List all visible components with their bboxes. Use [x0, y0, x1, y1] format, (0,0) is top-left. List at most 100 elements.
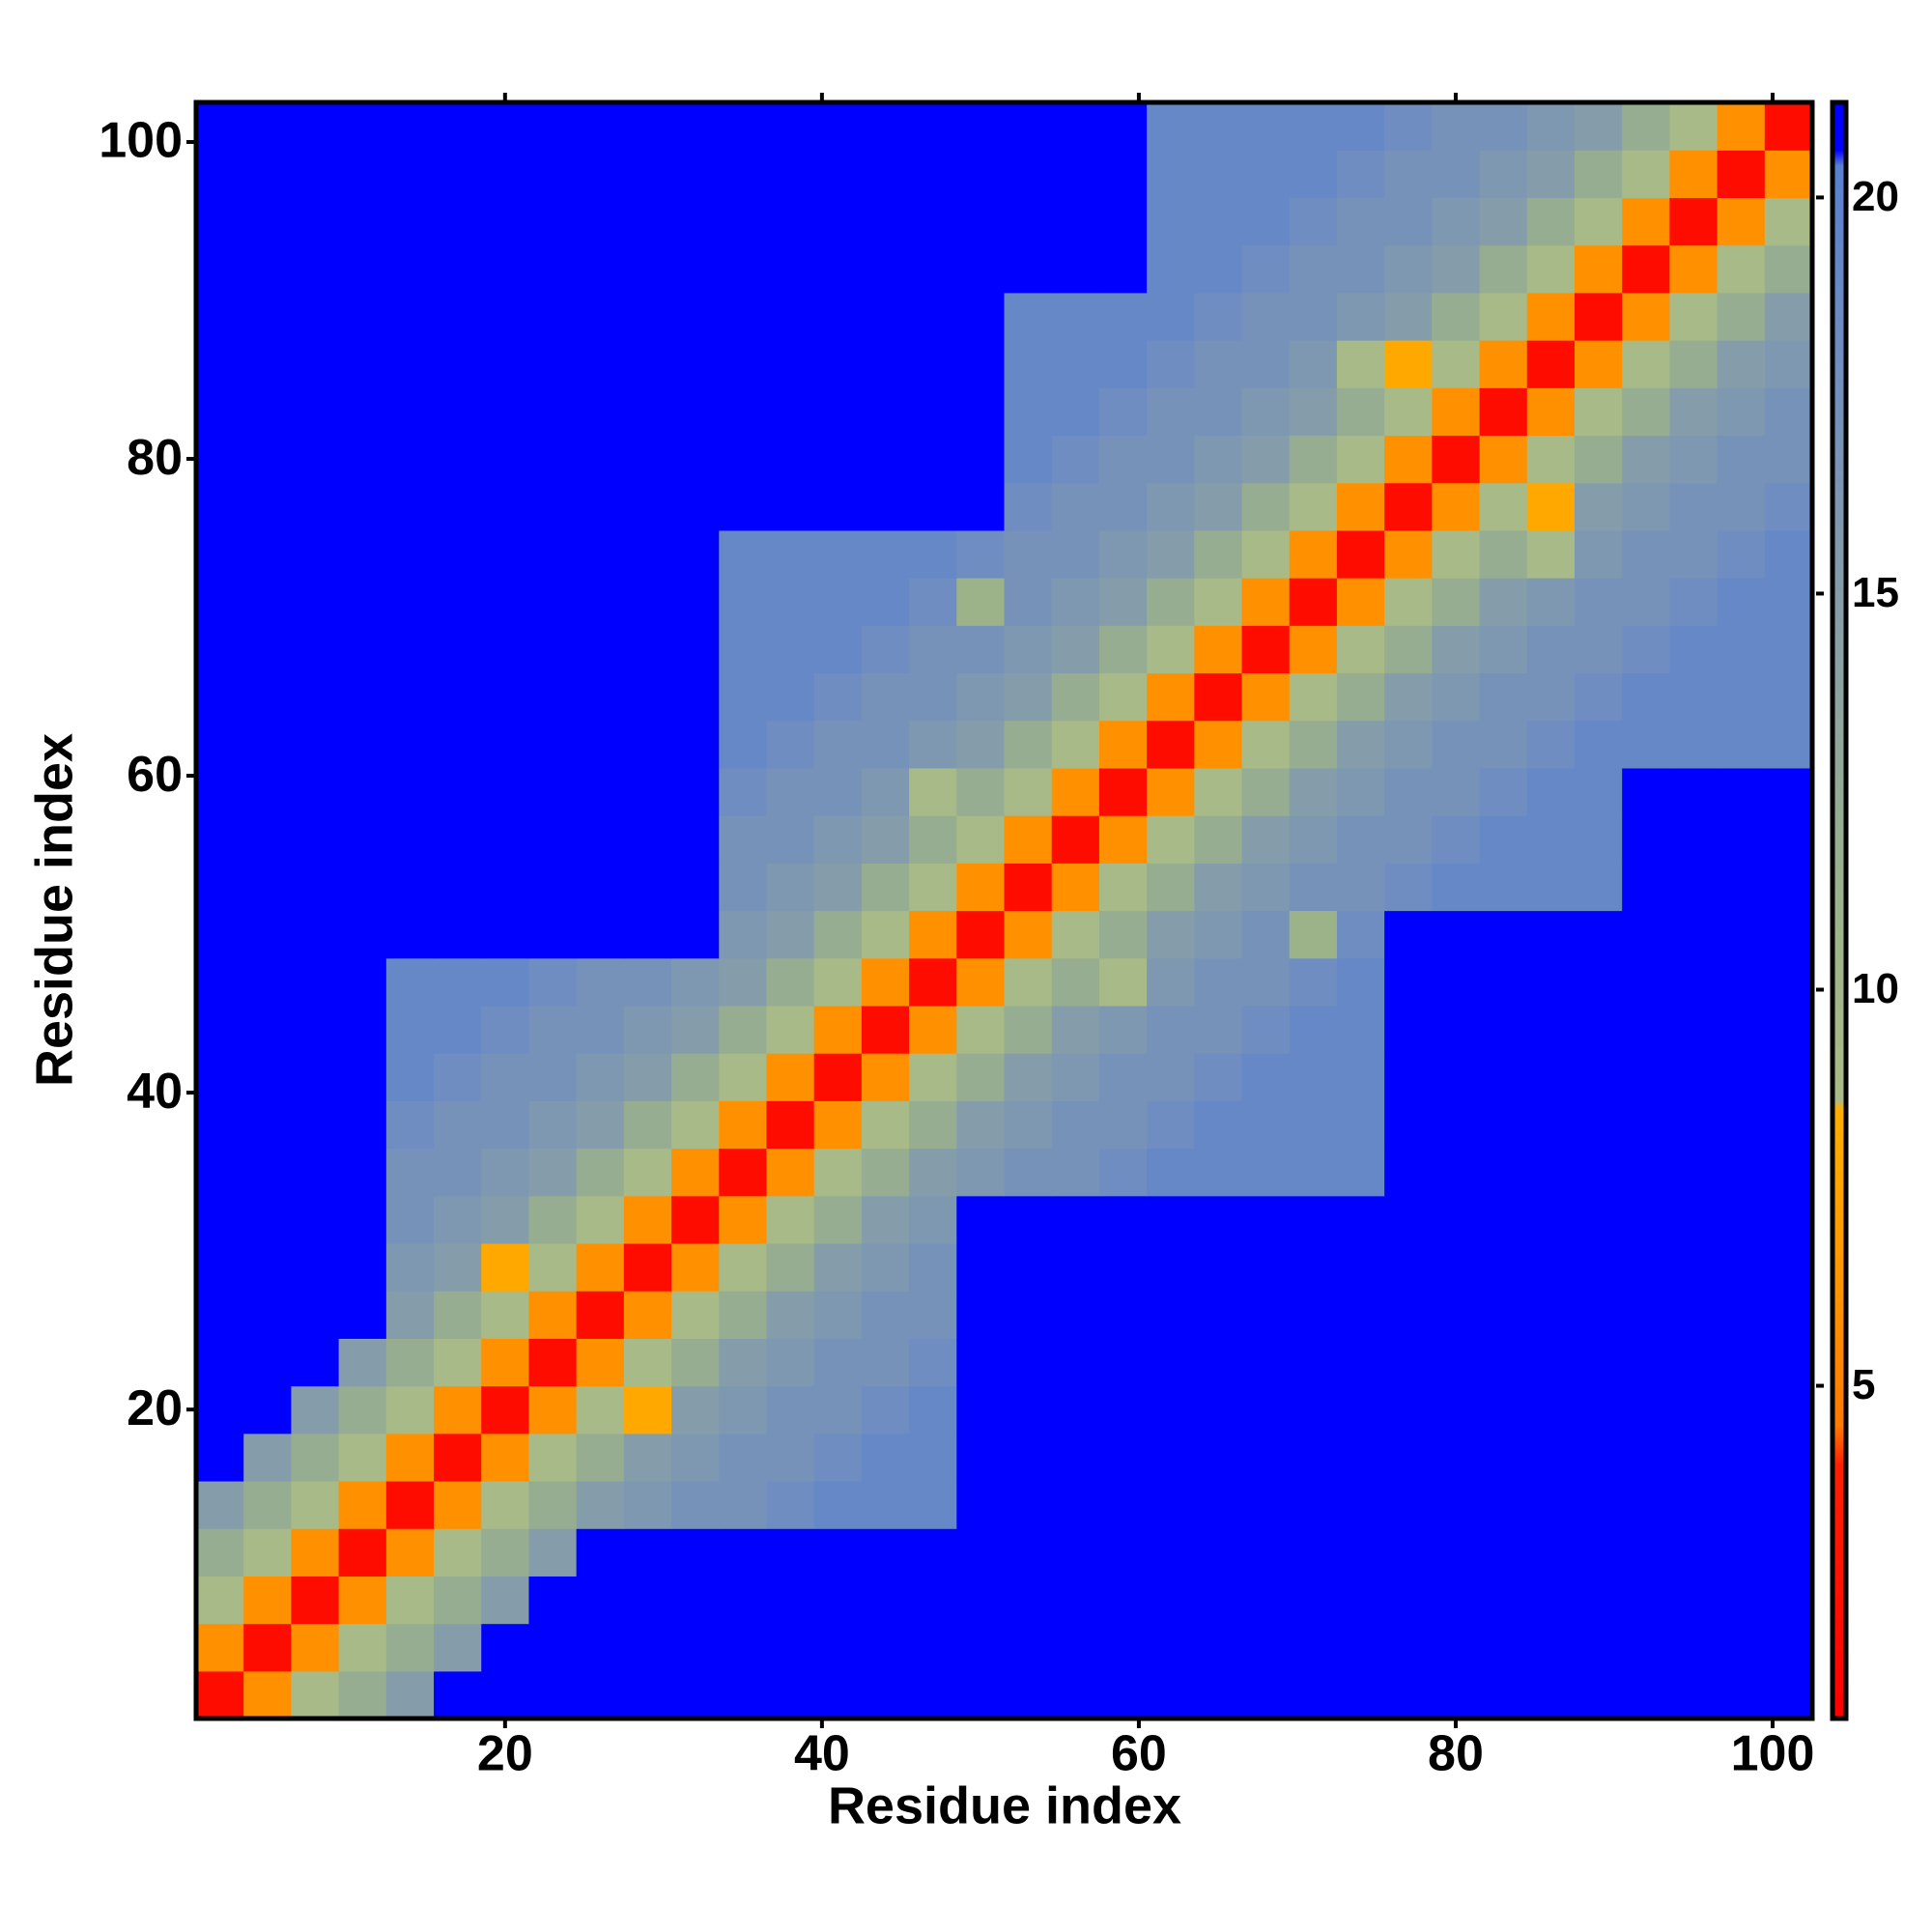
heatmap-cell: [1051, 340, 1100, 388]
heatmap-cell: [861, 1291, 910, 1339]
heatmap-cell: [385, 1576, 435, 1625]
heatmap-cell: [291, 1291, 340, 1339]
heatmap-cell: [671, 102, 720, 151]
heatmap-cell: [1051, 1623, 1100, 1672]
heatmap-cell: [813, 1670, 863, 1719]
heatmap-cell: [1051, 767, 1100, 816]
heatmap-cell: [196, 1242, 244, 1292]
heatmap-cell: [385, 482, 435, 531]
heatmap-cell: [861, 435, 910, 484]
heatmap-cell: [434, 767, 482, 816]
heatmap-cell: [813, 1148, 863, 1197]
heatmap-cell: [861, 815, 910, 864]
heatmap-cell: [1098, 1005, 1148, 1054]
heatmap-cell: [481, 292, 530, 341]
heatmap-cell: [623, 957, 672, 1007]
heatmap-cell: [338, 529, 387, 579]
heatmap-cell: [1622, 1195, 1670, 1244]
heatmap-cell: [1098, 625, 1148, 674]
heatmap-cell: [196, 1005, 244, 1054]
heatmap-cell: [1622, 863, 1670, 912]
heatmap-cell: [719, 482, 768, 531]
heatmap-cell: [623, 1576, 672, 1625]
heatmap-cell: [1098, 1100, 1148, 1150]
heatmap-cell: [385, 387, 435, 437]
heatmap-cell: [291, 1053, 340, 1101]
heatmap-cell: [1764, 1623, 1813, 1672]
heatmap-cell: [1574, 1242, 1623, 1292]
heatmap-cell: [1147, 1480, 1195, 1529]
heatmap-cell: [1384, 387, 1433, 437]
heatmap-cell: [1574, 578, 1623, 626]
heatmap-cell: [1432, 863, 1481, 912]
heatmap-cell: [861, 387, 910, 437]
heatmap-cell: [1764, 1195, 1813, 1244]
heatmap-cell: [1051, 244, 1100, 294]
heatmap-cell: [956, 529, 1006, 579]
heatmap-cell: [813, 1480, 863, 1529]
heatmap-cell: [1526, 197, 1576, 246]
heatmap-cell: [766, 197, 815, 246]
heatmap-cell: [1289, 767, 1338, 816]
heatmap-cell: [1669, 1576, 1719, 1625]
heatmap-cell: [1717, 1670, 1766, 1719]
heatmap-cell: [909, 1528, 957, 1577]
heatmap-cell: [719, 625, 768, 674]
heatmap-cell: [1717, 1385, 1766, 1435]
heatmap-cell: [576, 1005, 625, 1054]
heatmap-cell: [1717, 910, 1766, 959]
heatmap-cell: [1432, 244, 1481, 294]
heatmap-cell: [1669, 625, 1719, 674]
heatmap-cell: [1051, 1148, 1100, 1197]
heatmap-cell: [385, 957, 435, 1007]
heatmap-cell: [528, 1385, 578, 1435]
heatmap-cell: [1004, 1338, 1053, 1387]
heatmap-cell: [385, 1053, 435, 1101]
heatmap-cell: [719, 1053, 768, 1101]
heatmap-cell: [956, 1195, 1006, 1244]
heatmap-cell: [719, 1338, 768, 1387]
heatmap-cell: [956, 197, 1006, 246]
heatmap-cell: [623, 1623, 672, 1672]
heatmap-cell: [1432, 1576, 1481, 1625]
heatmap-cell: [1098, 435, 1148, 484]
heatmap-cell: [813, 957, 863, 1007]
heatmap-cell: [385, 815, 435, 864]
heatmap-cell: [1384, 957, 1433, 1007]
heatmap-cell: [909, 815, 957, 864]
heatmap-cell: [1336, 482, 1385, 531]
heatmap-cell: [434, 863, 482, 912]
heatmap-cell: [481, 625, 530, 674]
heatmap-cell: [1479, 150, 1528, 199]
heatmap-cell: [956, 482, 1006, 531]
heatmap-cell: [1336, 672, 1385, 722]
heatmap-cell: [1289, 340, 1338, 388]
heatmap-cell: [196, 1148, 244, 1197]
heatmap-cell: [1289, 578, 1338, 626]
heatmap-cell: [338, 197, 387, 246]
heatmap-cell: [1717, 578, 1766, 626]
heatmap-cell: [1147, 1053, 1195, 1101]
heatmap-cell: [338, 1291, 387, 1339]
heatmap-cell: [813, 767, 863, 816]
heatmap-cell: [1289, 672, 1338, 722]
heatmap-cell: [1384, 1528, 1433, 1577]
heatmap-cell: [338, 1576, 387, 1625]
heatmap-cell: [1336, 1242, 1385, 1292]
heatmap-cell: [1098, 720, 1148, 769]
heatmap-cell: [1764, 292, 1813, 341]
heatmap-cell: [338, 1148, 387, 1197]
heatmap-cell: [1384, 1195, 1433, 1244]
heatmap-cell: [385, 1148, 435, 1197]
heatmap-cell: [528, 957, 578, 1007]
heatmap-cell: [766, 957, 815, 1007]
heatmap-cell: [1526, 1195, 1576, 1244]
heatmap-cell: [1384, 1480, 1433, 1529]
heatmap-cell: [623, 244, 672, 294]
heatmap-cell: [1622, 578, 1670, 626]
heatmap-cell: [1147, 292, 1195, 341]
heatmap-cell: [766, 150, 815, 199]
heatmap-cell: [1336, 957, 1385, 1007]
heatmap-cell: [1526, 1338, 1576, 1387]
heatmap-cell: [291, 625, 340, 674]
